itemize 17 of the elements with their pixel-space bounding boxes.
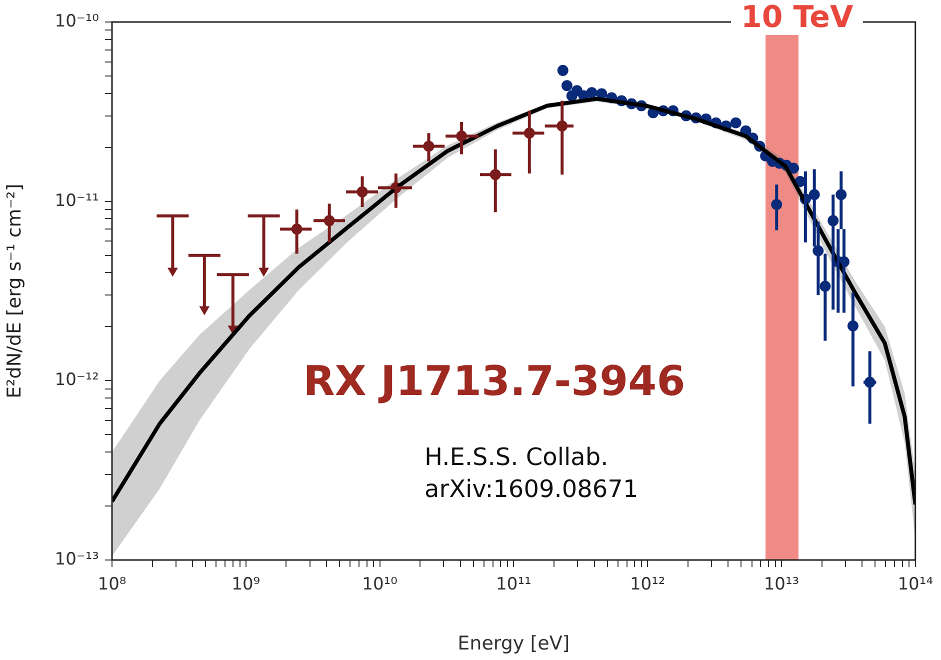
y-tick-label: 10⁻¹³ [54,549,99,570]
x-tick-label: 10¹³ [764,574,800,595]
y-tick-label: 10⁻¹¹ [54,190,99,211]
y-tick-label: 10⁻¹² [54,370,99,390]
annotation: H.E.S.S. Collab. [424,443,608,472]
y-tick-label: 10⁻¹⁰ [54,11,100,32]
annotation: RX J1713.7-3946 [303,357,686,406]
x-tick-label: 10⁸ [98,574,126,595]
y-axis-title: E²dN/dE [erg s⁻¹ cm⁻²] [3,184,26,398]
band-label: 10 TeV [731,0,864,35]
x-axis-title: Energy [eV] [458,632,570,655]
annotation: arXiv:1609.08671 [424,475,638,504]
x-tick-label: 10¹⁴ [898,574,934,595]
x-tick-label: 10¹⁰ [362,574,398,595]
x-tick-label: 10¹² [630,574,666,595]
x-tick-label: 10¹¹ [496,574,532,595]
x-tick-label: 10⁹ [232,574,260,595]
